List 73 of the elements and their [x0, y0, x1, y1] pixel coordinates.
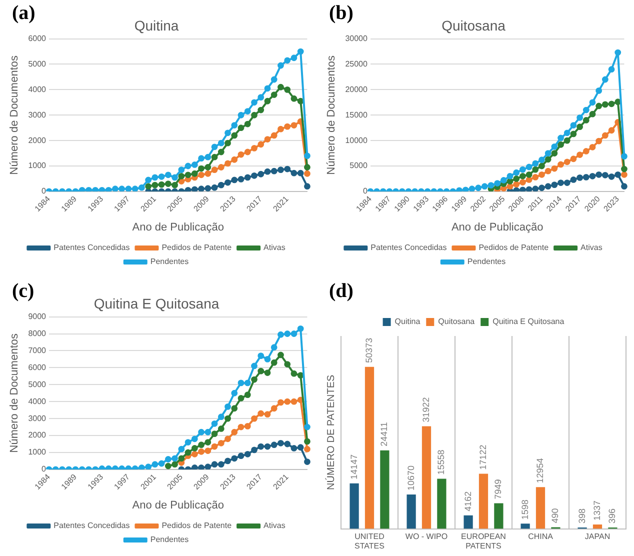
y-tick-label: 6000	[28, 34, 47, 44]
y-tick-label: 3000	[28, 414, 47, 423]
data-label: 10670	[406, 465, 416, 491]
legend-label: Pedidos de Patente	[162, 243, 232, 252]
y-tick-label: 3000	[28, 110, 47, 120]
y-tick-label: 0	[42, 186, 47, 196]
y-tick-label: 8000	[28, 328, 47, 338]
y-tick-label: 10000	[345, 136, 368, 145]
y-tick-label: 15000	[345, 110, 368, 120]
legend-label: Patentes Concedidas	[54, 521, 130, 530]
data-label: 12954	[534, 458, 545, 484]
legend-label: Pedidos de Patente	[162, 521, 232, 530]
text: (c)	[12, 280, 34, 303]
data-label: 15558	[436, 450, 446, 475]
text: (a)	[12, 2, 36, 25]
y-tick-label: 4000	[28, 396, 47, 406]
data-label: 50373	[364, 338, 374, 363]
legend-label: Ativas	[264, 521, 286, 530]
x-tick-label: CHINA	[528, 532, 554, 541]
data-label: 14147	[348, 454, 359, 480]
y-tick-label: 0	[42, 464, 47, 474]
x-tick-label: WO - WIPO	[405, 532, 448, 541]
legend-label: Patentes Concedidas	[370, 243, 447, 252]
data-label: 7949	[493, 479, 504, 500]
data-label: 1598	[520, 500, 530, 520]
legend-label: Pendentes	[150, 257, 189, 266]
data-label: 17122	[478, 444, 488, 470]
data-label: 398	[576, 508, 587, 524]
x-tick-label: UNITED STATES	[354, 532, 385, 550]
text: (d)	[329, 280, 354, 303]
y-tick-label: 6000	[28, 362, 47, 372]
y-tick-label: 2000	[28, 136, 47, 145]
y-tick-label: 1000	[28, 161, 47, 170]
legend-label: Quitina	[394, 317, 421, 326]
legend-label: Pedidos de Patente	[478, 243, 550, 252]
y-tick-label: 1000	[28, 448, 47, 457]
x-axis-title: Ano de Publicação	[451, 221, 544, 234]
legend-label: Ativas	[580, 243, 602, 252]
y-tick-label: 5000	[350, 161, 368, 170]
legend-label: Pendentes	[467, 257, 506, 266]
legend-label: Pendentes	[150, 535, 189, 544]
y-tick-label: 25000	[345, 59, 368, 68]
y-axis-title: NÚMERO DE PATENTES	[324, 374, 337, 490]
data-label: 490	[550, 508, 560, 524]
y-tick-label: 5000	[28, 59, 47, 68]
y-axis-title: Número de Documentos	[8, 333, 21, 453]
text: (b)	[329, 2, 354, 25]
chart-title: Quitina	[134, 17, 179, 34]
chart-title: Quitina E Quitosana	[94, 295, 220, 312]
y-axis-title: Número de Documentos	[326, 55, 338, 175]
x-axis-title: Ano de Publicação	[132, 221, 224, 234]
y-tick-label: 5000	[28, 380, 47, 389]
y-tick-label: 2000	[28, 430, 47, 440]
legend-label: Ativas	[264, 243, 286, 252]
y-tick-label: 4000	[28, 84, 47, 94]
y-tick-label: 0	[362, 186, 368, 196]
data-label: 24411	[379, 422, 390, 446]
legend-label: Patentes Concedidas	[54, 243, 130, 252]
chart-title: Quitosana	[442, 17, 506, 34]
data-label: 4162	[462, 491, 473, 512]
y-tick-label: 9000	[28, 312, 47, 322]
data-label: 31922	[420, 397, 431, 422]
legend-label: Quitosana	[438, 317, 476, 326]
data-label: 396	[607, 508, 618, 524]
y-axis-title: Número de Documentos	[8, 55, 21, 175]
data-label: 1337	[592, 500, 602, 521]
y-tick-label: 20000	[345, 84, 368, 94]
x-tick-label: JAPAN	[584, 532, 610, 541]
y-tick-label: 7000	[28, 346, 47, 355]
legend-label: Quitina E Quitosana	[492, 317, 565, 326]
x-tick-label: EUROPEAN PATENTS	[461, 532, 506, 550]
x-axis-title: Ano de Publicação	[132, 499, 224, 512]
y-tick-label: 30000	[345, 34, 368, 44]
